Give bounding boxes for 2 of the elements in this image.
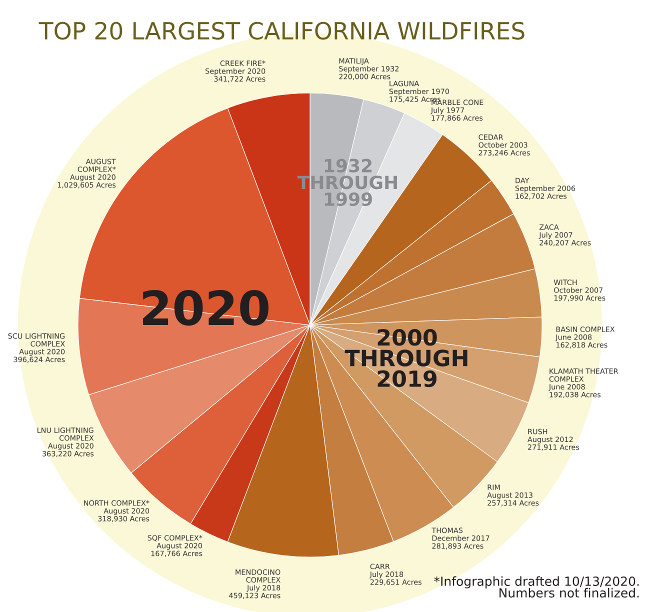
text: *Infographic drafted 10/13/2020. Numbers not finalized. [434, 576, 639, 598]
chart-title: TOP 20 LARGEST CALIFORNIA WILDFIRES [38, 22, 524, 40]
